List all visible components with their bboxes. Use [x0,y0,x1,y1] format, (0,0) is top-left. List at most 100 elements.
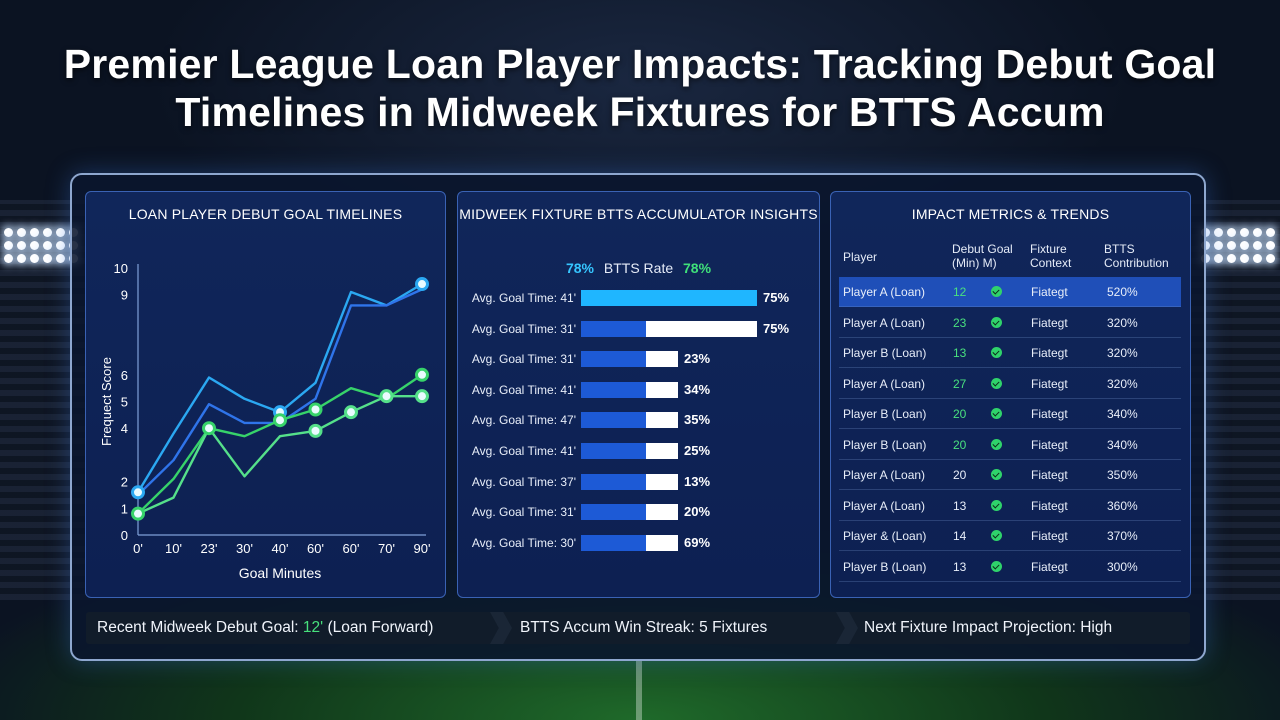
header-context-1: Fixture [1030,242,1067,256]
table-row[interactable]: Player A (Loan) 12 Fiategt 520% [839,277,1181,307]
y-tick-label: 10 [114,261,128,276]
player-cell: Player B (Loan) [843,407,927,421]
bar-row: Avg. Goal Time: 30' 69% [458,533,821,553]
btts-contribution-cell: 370% [1107,529,1138,543]
impact-metrics-panel: IMPACT METRICS & TRENDS Player Debut Goa… [830,191,1191,598]
bar-track [581,443,678,459]
series-1-point [415,277,429,292]
series-3-point [415,367,429,382]
bar-value-label: 75% [763,290,790,305]
bar-track [581,290,757,306]
series-4-point [308,423,323,438]
metrics-panel-title: IMPACT METRICS & TRENDS [911,206,1110,222]
bar-value-label: 25% [684,443,711,458]
fixture-context-cell: Fiategt [1031,498,1068,513]
series-3-point [131,506,145,521]
bar-track [581,504,678,521]
debut-minute-cell: 27 [953,376,967,391]
player-cell: Player A (Loan) [843,315,926,330]
bar-category-label: Avg. Goal Time: 31' [471,505,576,520]
btts-contribution-cell: 300% [1107,559,1138,574]
bar-row: Avg. Goal Time: 31' 23% [458,349,821,369]
bar-category-label: Avg. Goal Time: 31' [471,352,576,367]
fixture-context-cell: Fiategt [1031,437,1068,452]
timeline-panel-title: LOAN PLAYER DEBUT GOAL TIMELINES [128,206,403,222]
btts-win-streak: BTTS Accum Win Streak: 5 Fixtures [520,619,768,636]
bar-track [581,351,678,368]
debut-minute-cell: 20 [953,407,967,421]
bar-segment-white [646,412,678,429]
table-row[interactable]: Player B (Loan) 20 Fiategt 340% [839,430,1181,460]
check-icon [991,438,1002,450]
insights-panel-title: MIDWEEK FIXTURE BTTS ACCUMULATOR INSIGHT… [459,206,818,222]
debut-minute-cell: 13 [953,346,967,360]
btts-rate-left-value: 78% [565,260,594,276]
x-tick-label: 0' [133,541,143,556]
bar-segment-white [646,351,678,368]
bar-segment-white [646,504,678,521]
check-icon [991,347,1002,358]
check-icon [991,286,1002,297]
table-row[interactable]: Player & (Loan) 14 Fiategt 370% [839,521,1181,551]
check-icon [991,469,1002,480]
bar-row: Avg. Goal Time: 37' 13% [458,472,821,492]
y-tick-label: 1 [121,501,128,516]
header-context-2: Context [1030,256,1072,270]
table-row[interactable]: Player A (Loan) 20 Fiategt 350% [839,460,1181,490]
bar-category-label: Avg. Goal Time: 31' [471,321,576,336]
bar-category-label: Avg. Goal Time: 41' [471,382,576,397]
bar-value-label: 34% [684,381,711,397]
header-debut-goal-2: (Min) M) [952,256,997,270]
bar-value-label: 75% [763,320,790,336]
footer-separator-2 [836,612,858,644]
recent-debut-minute: 12' [302,619,324,636]
check-icon [991,530,1002,541]
bar-segment-blue [581,443,646,459]
fixture-context-cell: Fiategt [1031,468,1068,482]
bar-row: Avg. Goal Time: 31' 75% [458,319,821,339]
bar-category-label: Avg. Goal Time: 37' [471,474,576,489]
header-player: Player [843,250,878,264]
btts-contribution-cell: 520% [1107,285,1138,299]
series-1-point [131,485,145,500]
bar-segment-blue [581,381,646,398]
fixture-context-cell: Fiategt [1031,346,1068,360]
btts-insights-panel: MIDWEEK FIXTURE BTTS ACCUMULATOR INSIGHT… [457,191,820,598]
player-cell: Player & (Loan) [843,529,927,543]
bar-category-label: Avg. Goal Time: 41' [471,291,576,305]
bar-track [581,412,678,429]
series-3-point [308,402,323,417]
bar-track [581,534,678,551]
btts-contribution-cell: 340% [1107,437,1138,452]
table-row[interactable]: Player B (Loan) 13 Fiategt 320% [839,338,1181,368]
player-cell: Player A (Loan) [843,285,926,299]
table-row[interactable]: Player A (Loan) 13 Fiategt 360% [839,491,1181,521]
series-3-point [273,413,287,428]
bar-value-label: 69% [684,534,711,550]
bar-segment-blue [581,534,646,551]
debut-minute-cell: 23 [953,315,967,330]
player-cell: Player A (Loan) [843,468,926,482]
series-3-point [202,421,216,436]
player-cell: Player A (Loan) [843,376,926,391]
bar-track [581,320,757,337]
floodlight-right [1201,228,1276,263]
table-row[interactable]: Player B (Loan) 20 Fiategt 340% [839,399,1181,429]
y-tick-label: 5 [121,395,128,410]
footer-separator-1 [490,612,512,644]
player-cell: Player A (Loan) [843,498,926,513]
bar-segment-white [646,473,678,490]
y-tick-label: 0 [121,528,128,543]
player-cell: Player B (Loan) [843,346,927,360]
fixture-context-cell: Fiategt [1031,285,1068,299]
fixture-context-cell: Fiategt [1031,407,1068,421]
bar-segment-blue [581,473,646,490]
bar-segment-blue [581,412,646,429]
table-row[interactable]: Player A (Loan) 27 Fiategt 320% [839,369,1181,399]
btts-rate-headline: 78% BTTS Rate 78% [458,260,819,276]
x-tick-label: 23' [201,541,218,556]
btts-rate-right-value: 78% [683,260,712,276]
next-fixture-projection: Next Fixture Impact Projection: High [864,619,1113,636]
table-row[interactable]: Player B (Loan) 13 Fiategt 300% [839,552,1181,582]
table-row[interactable]: Player A (Loan) 23 Fiategt 320% [839,308,1181,338]
